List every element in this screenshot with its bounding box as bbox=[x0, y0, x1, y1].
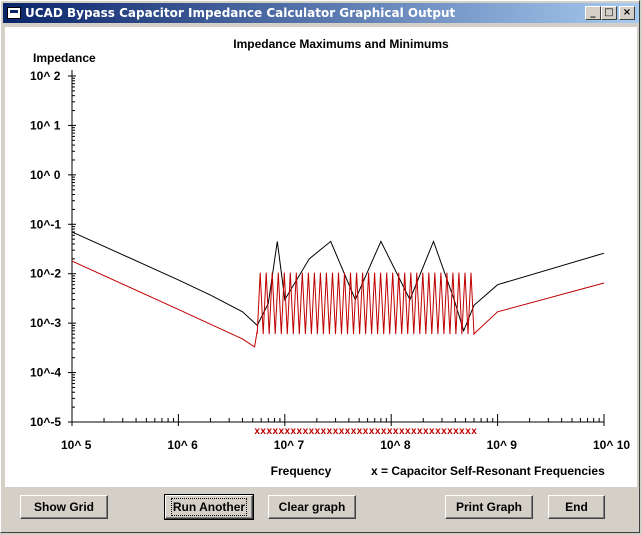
resonance-marker: x bbox=[266, 426, 272, 437]
window-title: UCAD Bypass Capacitor Impedance Calculat… bbox=[25, 6, 456, 20]
title-bar[interactable]: UCAD Bypass Capacitor Impedance Calculat… bbox=[3, 3, 639, 23]
resonance-marker: x bbox=[278, 426, 284, 437]
resonance-marker: x bbox=[423, 426, 429, 437]
y-tick-labels: 10^ 2 10^ 1 10^ 0 10^-1 10^-2 10^-3 10^-4 10^-5 bbox=[30, 69, 61, 429]
y-tick-label: 10^ 1 bbox=[30, 118, 61, 132]
x-tick-label: 10^ 7 bbox=[274, 438, 305, 452]
resonance-marker: x bbox=[447, 426, 453, 437]
x-tick-label: 10^ 5 bbox=[61, 438, 92, 452]
show-grid-button[interactable]: Show Grid bbox=[20, 495, 108, 519]
resonance-marker: x bbox=[297, 426, 303, 437]
end-button[interactable]: End bbox=[548, 495, 605, 519]
y-tick-label: 10^-3 bbox=[30, 316, 61, 330]
clear-graph-button[interactable]: Clear graph bbox=[268, 495, 356, 519]
axes bbox=[71, 70, 604, 423]
graph-canvas: Impedance Maximums and Minimums Impedanc… bbox=[5, 27, 637, 487]
y-axis-label: Impedance bbox=[33, 51, 96, 65]
print-graph-button[interactable]: Print Graph bbox=[445, 495, 533, 519]
resonance-marker: x bbox=[339, 426, 345, 437]
x-tick-label: 10^ 10 bbox=[593, 438, 630, 452]
resonance-marker: x bbox=[285, 426, 291, 437]
resonance-marker: x bbox=[260, 426, 266, 437]
y-tick-label: 10^ 2 bbox=[30, 69, 61, 83]
resonance-marker: x bbox=[291, 426, 297, 437]
chart-title: Impedance Maximums and Minimums bbox=[233, 37, 449, 51]
tick-marks bbox=[68, 75, 605, 426]
resonance-marker: x bbox=[357, 426, 363, 437]
y-tick-label: 10^-2 bbox=[30, 267, 61, 281]
resonance-marker: x bbox=[399, 426, 405, 437]
marker-legend: x = Capacitor Self-Resonant Frequencies bbox=[371, 464, 605, 478]
x-tick-labels: 10^ 5 10^ 6 10^ 7 10^ 8 10^ 9 10^ 10 bbox=[61, 438, 630, 452]
resonance-marker: x bbox=[345, 426, 351, 437]
x-tick-label: 10^ 9 bbox=[487, 438, 518, 452]
run-another-button[interactable]: Run Another bbox=[164, 494, 254, 520]
resonance-marker: x bbox=[303, 426, 309, 437]
resonance-marker: x bbox=[465, 426, 471, 437]
y-tick-label: 10^-5 bbox=[30, 415, 61, 429]
resonance-marker: x bbox=[381, 426, 387, 437]
resonance-marker: x bbox=[453, 426, 459, 437]
resonance-marker: x bbox=[351, 426, 357, 437]
y-tick-label: 10^-1 bbox=[30, 217, 61, 231]
resonance-marker: x bbox=[272, 426, 278, 437]
y-tick-label: 10^-4 bbox=[30, 366, 61, 380]
resonance-marker: x bbox=[417, 426, 423, 437]
resonance-marker: x bbox=[254, 426, 260, 437]
series-max-line bbox=[71, 231, 605, 333]
resonance-marker: x bbox=[363, 426, 369, 437]
x-tick-label: 10^ 6 bbox=[167, 438, 198, 452]
series-min-line bbox=[71, 260, 605, 348]
app-icon bbox=[7, 7, 21, 19]
x-tick-label: 10^ 8 bbox=[380, 438, 411, 452]
maximize-button[interactable]: □ bbox=[601, 6, 617, 20]
series-lines bbox=[71, 231, 605, 348]
y-tick-label: 10^ 0 bbox=[30, 168, 61, 182]
x-axis-label: Frequency bbox=[271, 464, 332, 478]
resonance-marker: x bbox=[435, 426, 441, 437]
resonance-marker: x bbox=[393, 426, 399, 437]
resonance-marker: x bbox=[411, 426, 417, 437]
resonance-marker: x bbox=[369, 426, 375, 437]
resonance-marker: x bbox=[471, 426, 477, 437]
resonance-marker: x bbox=[387, 426, 393, 437]
resonance-marker: x bbox=[309, 426, 315, 437]
caption-buttons: _ □ × bbox=[585, 6, 635, 20]
minimize-button[interactable]: _ bbox=[585, 6, 601, 20]
resonance-marker: x bbox=[321, 426, 327, 437]
resonance-marker: x bbox=[375, 426, 381, 437]
impedance-chart: Impedance Maximums and Minimums Impedanc… bbox=[30, 37, 630, 478]
resonance-marker: x bbox=[333, 426, 339, 437]
resonance-marker: x bbox=[441, 426, 447, 437]
resonance-marker: x bbox=[327, 426, 333, 437]
resonance-marker: x bbox=[459, 426, 465, 437]
resonance-marker: x bbox=[315, 426, 321, 437]
resonance-marker: x bbox=[429, 426, 435, 437]
close-button[interactable]: × bbox=[619, 6, 635, 20]
resonance-marker: x bbox=[405, 426, 411, 437]
